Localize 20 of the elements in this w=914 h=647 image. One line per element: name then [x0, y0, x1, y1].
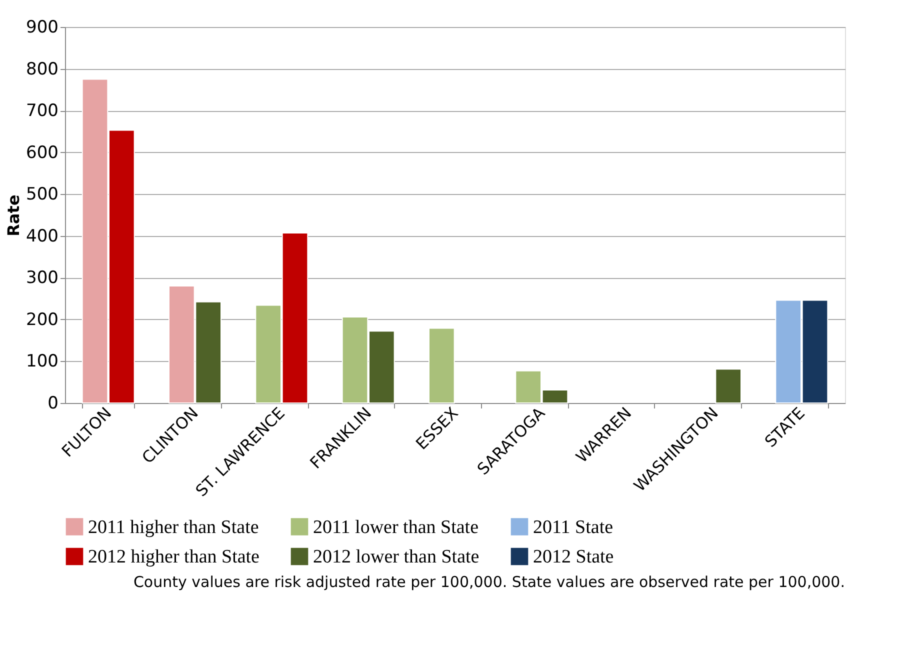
y-tick-label: 0	[48, 394, 58, 414]
y-tick-label: 300	[26, 268, 58, 288]
y-tick-label: 900	[26, 18, 58, 38]
legend-label: 2011 lower than State	[313, 516, 479, 538]
text: County values are risk adjusted rate per 100,000. State values are observed rate per 100,000.	[133, 573, 845, 591]
legend-label: 2012 State	[533, 546, 614, 568]
legend-label: 2011 higher than State	[88, 516, 259, 538]
y-tick-label: 700	[26, 101, 58, 122]
y-tick-label: 800	[26, 59, 58, 80]
bar	[428, 328, 455, 404]
y-tick-label: 400	[26, 226, 58, 246]
y-tick-label: 100	[26, 352, 58, 372]
y-tick-label: 500	[26, 184, 58, 205]
legend-label: 2012 higher than State	[88, 546, 260, 568]
y-axis-title: Rate	[4, 194, 24, 236]
y-tick-label: 200	[26, 310, 58, 330]
legend-label: 2012 lower than State	[313, 546, 480, 568]
y-tick-label: 600	[26, 142, 58, 163]
legend-label: 2011 State	[533, 516, 614, 538]
bar	[715, 368, 742, 404]
